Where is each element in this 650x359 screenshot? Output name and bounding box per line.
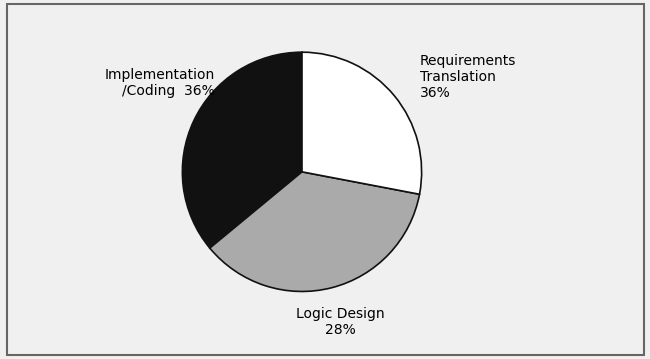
Text: Logic Design
28%: Logic Design 28% bbox=[296, 307, 385, 337]
Wedge shape bbox=[302, 52, 422, 194]
Text: Implementation
/Coding  36%: Implementation /Coding 36% bbox=[104, 68, 214, 98]
Wedge shape bbox=[210, 172, 419, 292]
Text: Requirements
Translation
36%: Requirements Translation 36% bbox=[420, 53, 517, 100]
Wedge shape bbox=[183, 52, 302, 248]
